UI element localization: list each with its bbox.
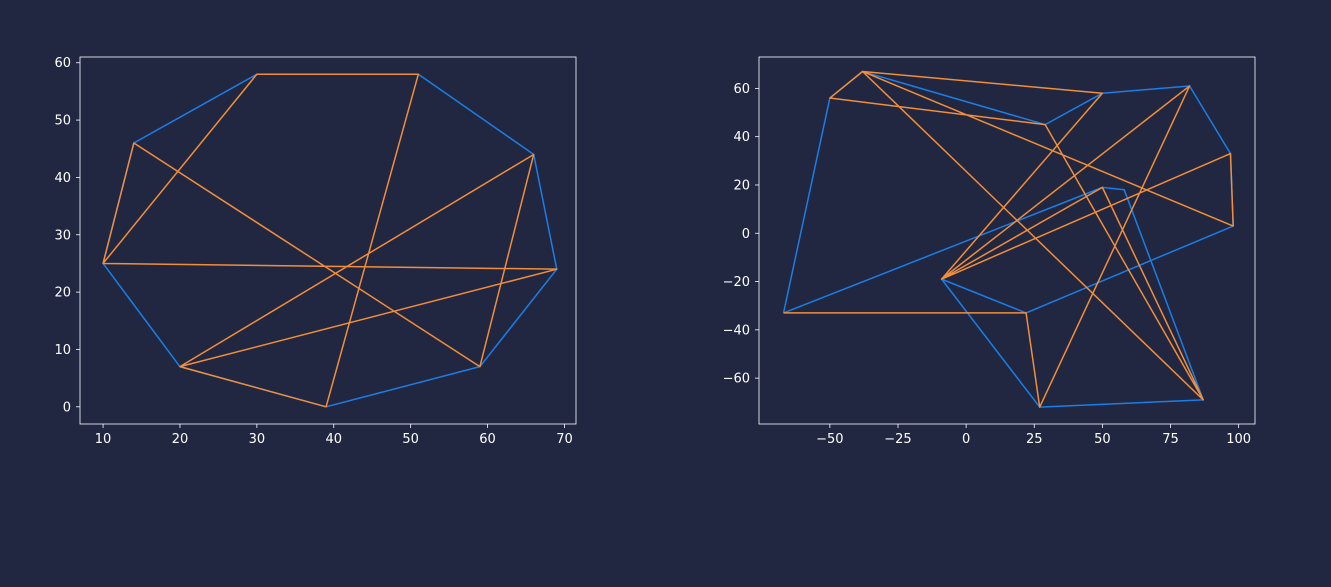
x-tick-label: 100 xyxy=(1226,432,1251,447)
y-tick-label: 30 xyxy=(54,228,71,243)
x-tick-label: 25 xyxy=(1026,432,1043,447)
plot-area xyxy=(80,57,576,424)
plot-area xyxy=(759,57,1255,424)
x-tick-label: 75 xyxy=(1162,432,1179,447)
x-tick-label: −50 xyxy=(816,432,843,447)
y-tick-label: 10 xyxy=(54,343,71,358)
y-tick-label: 20 xyxy=(733,178,750,193)
left-plot: 10 20 30 40 50 60 70 0 10 20 30 40 50 60 xyxy=(54,56,577,447)
series-line-1 xyxy=(783,70,1234,408)
x-tick-label: 10 xyxy=(95,432,112,447)
y-tick-label: −60 xyxy=(723,372,750,387)
y-tick-label: −40 xyxy=(723,323,750,338)
y-tick-label: −20 xyxy=(723,275,750,290)
y-tick-label: 60 xyxy=(54,56,71,71)
y-tick-label: 20 xyxy=(54,286,71,301)
y-tick-label: 50 xyxy=(54,114,71,129)
x-tick-label: 20 xyxy=(172,432,189,447)
x-tick-label: 30 xyxy=(249,432,266,447)
y-tick-label: 0 xyxy=(63,400,71,415)
x-tick-label: 40 xyxy=(325,432,342,447)
x-tick-label: 60 xyxy=(479,432,496,447)
x-tick-label: 70 xyxy=(556,432,573,447)
series-line-1 xyxy=(102,73,558,408)
axes-frame xyxy=(79,56,577,425)
y-tick-label: 60 xyxy=(733,82,750,97)
x-tick-label: 0 xyxy=(962,432,970,447)
axes-frame xyxy=(758,56,1256,425)
x-tick-label: 50 xyxy=(1094,432,1111,447)
x-tick-label: 50 xyxy=(402,432,419,447)
y-tick-label: 40 xyxy=(54,171,71,186)
y-tick-label: 0 xyxy=(742,227,750,242)
right-plot: −50 −25 0 25 50 75 100 −60 −40 −20 0 20 40 60 xyxy=(723,56,1256,447)
y-tick-label: 40 xyxy=(733,130,750,145)
x-tick-label: −25 xyxy=(884,432,911,447)
